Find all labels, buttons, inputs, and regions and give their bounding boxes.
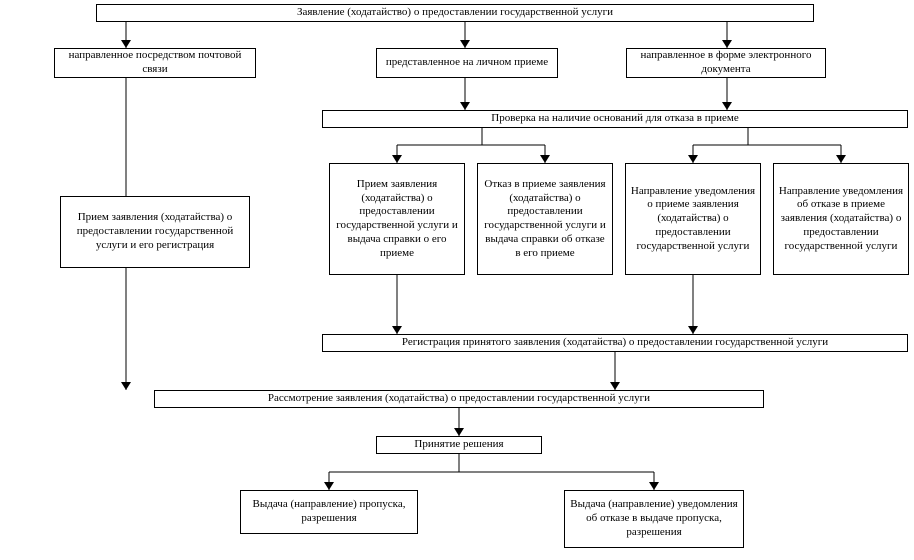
node-by-mail: направленное посредством почтовой связи bbox=[54, 48, 256, 78]
node-label: Принятие решения bbox=[414, 438, 503, 452]
node-label: Прием заявления (ходатайства) о предоста… bbox=[334, 178, 460, 261]
node-label: Прием заявления (ходатайства) о предоста… bbox=[65, 211, 245, 252]
node-label: представленное на личном приеме bbox=[386, 56, 548, 70]
node-label: Выдача (направление) пропуска, разрешени… bbox=[245, 498, 413, 526]
node-label: Выдача (направление) уведомления об отка… bbox=[569, 498, 739, 539]
node-notify-accept: Направление уведомления о приеме заявлен… bbox=[625, 163, 761, 275]
node-refuse-cert: Отказ в приеме заявления (ходатайства) о… bbox=[477, 163, 613, 275]
node-label: направленное в форме электронного докуме… bbox=[631, 49, 821, 77]
node-issue-refusal: Выдача (направление) уведомления об отка… bbox=[564, 490, 744, 548]
node-label: Направление уведомления о приеме заявлен… bbox=[630, 185, 756, 254]
node-electronic: направленное в форме электронного докуме… bbox=[626, 48, 826, 78]
node-label: Отказ в приеме заявления (ходатайства) о… bbox=[482, 178, 608, 261]
node-consideration: Рассмотрение заявления (ходатайства) о п… bbox=[154, 390, 764, 408]
node-application: Заявление (ходатайство) о предоставлении… bbox=[96, 4, 814, 22]
node-in-person: представленное на личном приеме bbox=[376, 48, 558, 78]
node-issue-pass: Выдача (направление) пропуска, разрешени… bbox=[240, 490, 418, 534]
node-accept-cert: Прием заявления (ходатайства) о предоста… bbox=[329, 163, 465, 275]
node-accept-register: Прием заявления (ходатайства) о предоста… bbox=[60, 196, 250, 268]
node-check-refusal: Проверка на наличие оснований для отказа… bbox=[322, 110, 908, 128]
node-label: Регистрация принятого заявления (ходатай… bbox=[402, 336, 828, 350]
node-label: Направление уведомления об отказе в прие… bbox=[778, 185, 904, 254]
node-label: Рассмотрение заявления (ходатайства) о п… bbox=[268, 392, 650, 406]
node-notify-refuse: Направление уведомления об отказе в прие… bbox=[773, 163, 909, 275]
node-label: направленное посредством почтовой связи bbox=[59, 49, 251, 77]
node-label: Проверка на наличие оснований для отказа… bbox=[491, 112, 739, 126]
node-decision: Принятие решения bbox=[376, 436, 542, 454]
node-registration: Регистрация принятого заявления (ходатай… bbox=[322, 334, 908, 352]
node-label: Заявление (ходатайство) о предоставлении… bbox=[297, 6, 613, 20]
